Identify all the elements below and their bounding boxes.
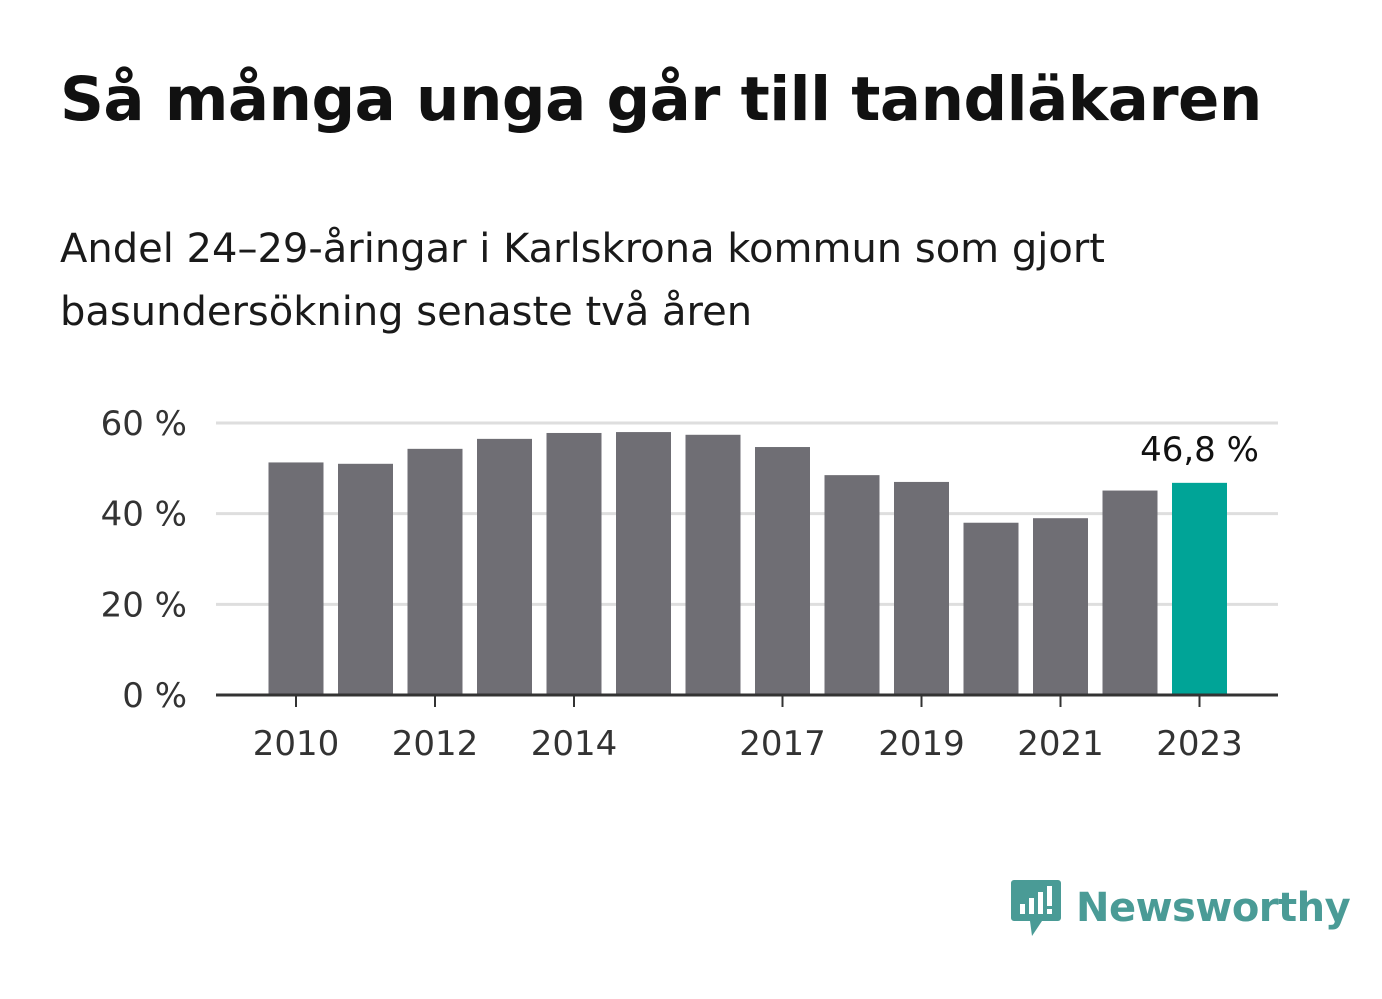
annotations: 46,8 % [1140,430,1259,470]
y-axis: 0 % 20 % 40 % 60 % [101,404,187,716]
bar [546,432,602,695]
bar [616,432,671,695]
brand-name: Newsworthy [1076,885,1351,931]
x-tick-label: 2019 [878,724,965,764]
x-tick-label: 2021 [1017,724,1104,764]
bar-highlight [1172,482,1227,695]
x-axis: 2010 2012 2014 2017 2019 2021 2023 [216,693,1278,764]
y-tick-label: 0 % [122,676,187,716]
bar [1033,518,1088,695]
bar [963,522,1019,695]
bar-chart: 0 % 20 % 40 % 60 % 2010 2012 2014 2017 2019 2021… [101,404,1278,764]
data-label: 46,8 % [1140,430,1259,470]
x-tick-label: 2014 [531,724,618,764]
bar-series [268,432,1227,695]
bar [477,438,532,695]
y-tick-label: 20 % [101,585,187,625]
bar [824,475,880,695]
x-tick-label: 2012 [392,724,479,764]
x-tick-label: 2010 [253,724,340,764]
bar [1102,490,1158,695]
chart-title: Så många unga går till tandläkaren [60,64,1262,135]
x-tick-label: 2023 [1156,724,1243,764]
bar [407,448,463,695]
newsworthy-logo-icon [1011,880,1061,936]
bar [894,481,949,695]
chart-subtitle: Andel 24–29-åringar i Karlskrona kommun … [60,226,1105,335]
brand-logo: Newsworthy [1010,878,1351,938]
bar [755,447,810,695]
bar [268,462,324,695]
y-tick-label: 40 % [101,495,187,535]
x-tick-label: 2017 [739,724,826,764]
bar [338,463,393,695]
bar [685,434,741,695]
y-tick-label: 60 % [101,404,187,444]
